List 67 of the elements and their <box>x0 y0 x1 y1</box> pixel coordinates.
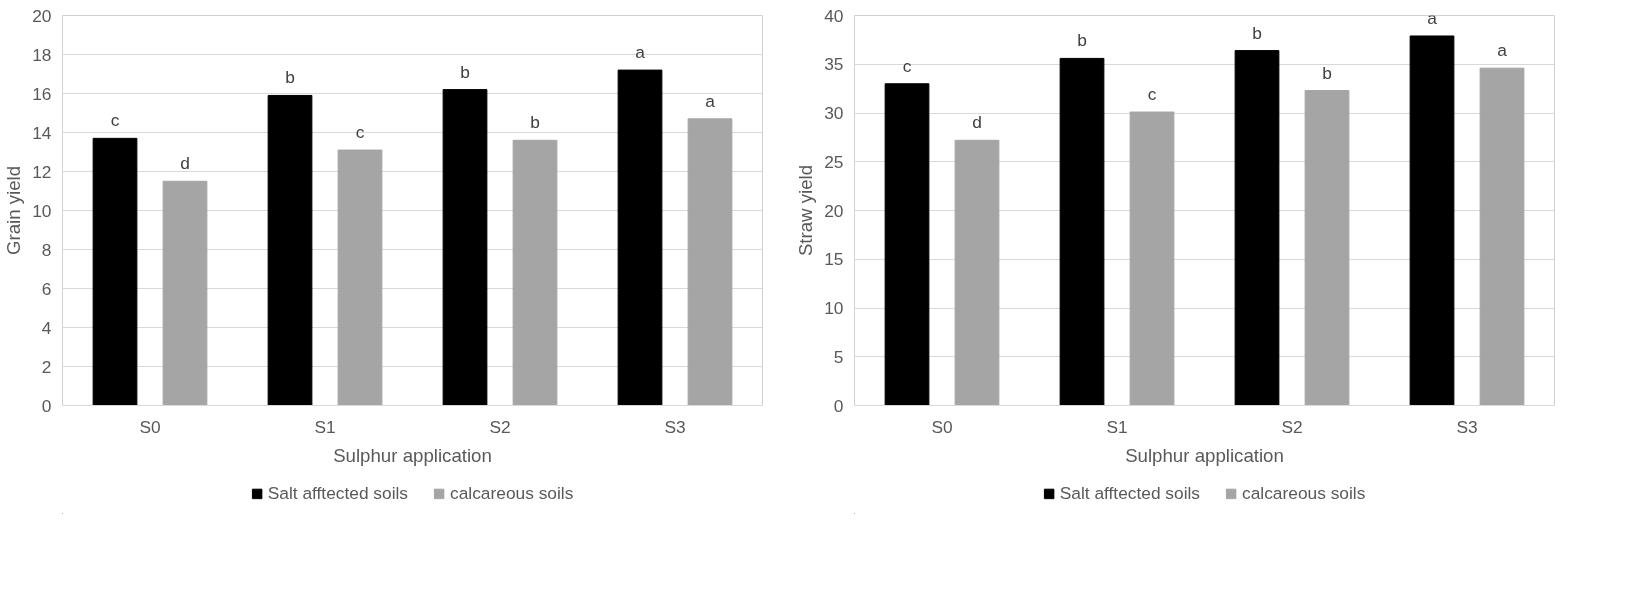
y-tick-label: 6 <box>41 278 52 299</box>
legend-label: Salt afftected soils <box>267 482 409 504</box>
x-tick-label: S3 <box>1456 416 1478 437</box>
y-tick-label: 35 <box>824 54 844 75</box>
bar <box>1409 35 1455 406</box>
x-tick-label: S0 <box>931 416 953 437</box>
y-tick-label: 4 <box>41 317 52 338</box>
y-tick-label: 8 <box>41 239 52 260</box>
bar <box>1059 57 1105 406</box>
annotation: b <box>1252 22 1262 43</box>
y-tick-label: 15 <box>824 249 844 270</box>
annotation: a <box>1497 40 1508 61</box>
x-axis-title: Sulphur application <box>333 444 492 466</box>
x-tick-label: S2 <box>1281 416 1303 437</box>
y-tick-label: 5 <box>833 346 844 367</box>
bar <box>687 118 733 406</box>
x-tick-label: S1 <box>314 416 336 437</box>
annotation: b <box>1077 30 1087 51</box>
y-tick-label: 40 <box>824 5 844 26</box>
y-tick-label: 20 <box>824 200 844 221</box>
y-tick-label: 12 <box>32 161 52 182</box>
annotation: c <box>1147 84 1157 105</box>
y-tick-label: 30 <box>824 103 844 123</box>
x-tick-label: S3 <box>664 416 686 437</box>
y-axis-title: Straw yield <box>795 164 817 257</box>
legend-label: calcareous soils <box>1242 482 1366 504</box>
annotation: a <box>635 42 646 63</box>
y-tick-label: 25 <box>824 151 844 172</box>
annotation: c <box>902 55 912 76</box>
y-tick-label: 0 <box>833 395 844 416</box>
y-tick-label: 14 <box>32 122 52 143</box>
legend-label: calcareous soils <box>450 482 574 504</box>
bar <box>512 139 558 406</box>
bar <box>162 180 208 406</box>
annotation: c <box>110 110 120 131</box>
annotation: a <box>705 90 716 111</box>
legend-label: Salt afftected soils <box>1059 482 1201 504</box>
annotation: b <box>285 67 295 88</box>
y-tick-label: 2 <box>41 356 52 377</box>
bar <box>617 69 663 406</box>
bar <box>884 83 930 406</box>
y-axis-title: Grain yield <box>3 165 25 256</box>
bar <box>1479 67 1525 406</box>
y-tick-label: 10 <box>824 298 844 318</box>
bar <box>442 89 488 406</box>
bar <box>1234 50 1280 406</box>
y-tick-label: 0 <box>41 395 52 416</box>
bar <box>267 94 313 406</box>
annotation: c <box>355 122 365 143</box>
y-tick-label: 16 <box>32 83 52 104</box>
annotation: d <box>972 112 982 133</box>
x-tick-label: S1 <box>1106 416 1128 437</box>
bar <box>954 139 1000 406</box>
bar <box>92 137 138 406</box>
annotation: d <box>180 153 190 174</box>
annotation: b <box>530 112 540 133</box>
bar <box>1304 90 1350 406</box>
y-tick-label: 10 <box>32 200 52 221</box>
y-tick-label: 20 <box>32 5 52 26</box>
x-axis-title: Sulphur application <box>1125 444 1284 466</box>
annotation: b <box>460 61 470 82</box>
x-tick-label: S2 <box>489 416 511 437</box>
bar <box>1129 111 1175 406</box>
y-tick-label: 18 <box>32 44 52 65</box>
bar <box>337 149 383 406</box>
x-tick-label: S0 <box>139 416 161 437</box>
annotation: b <box>1322 62 1332 83</box>
